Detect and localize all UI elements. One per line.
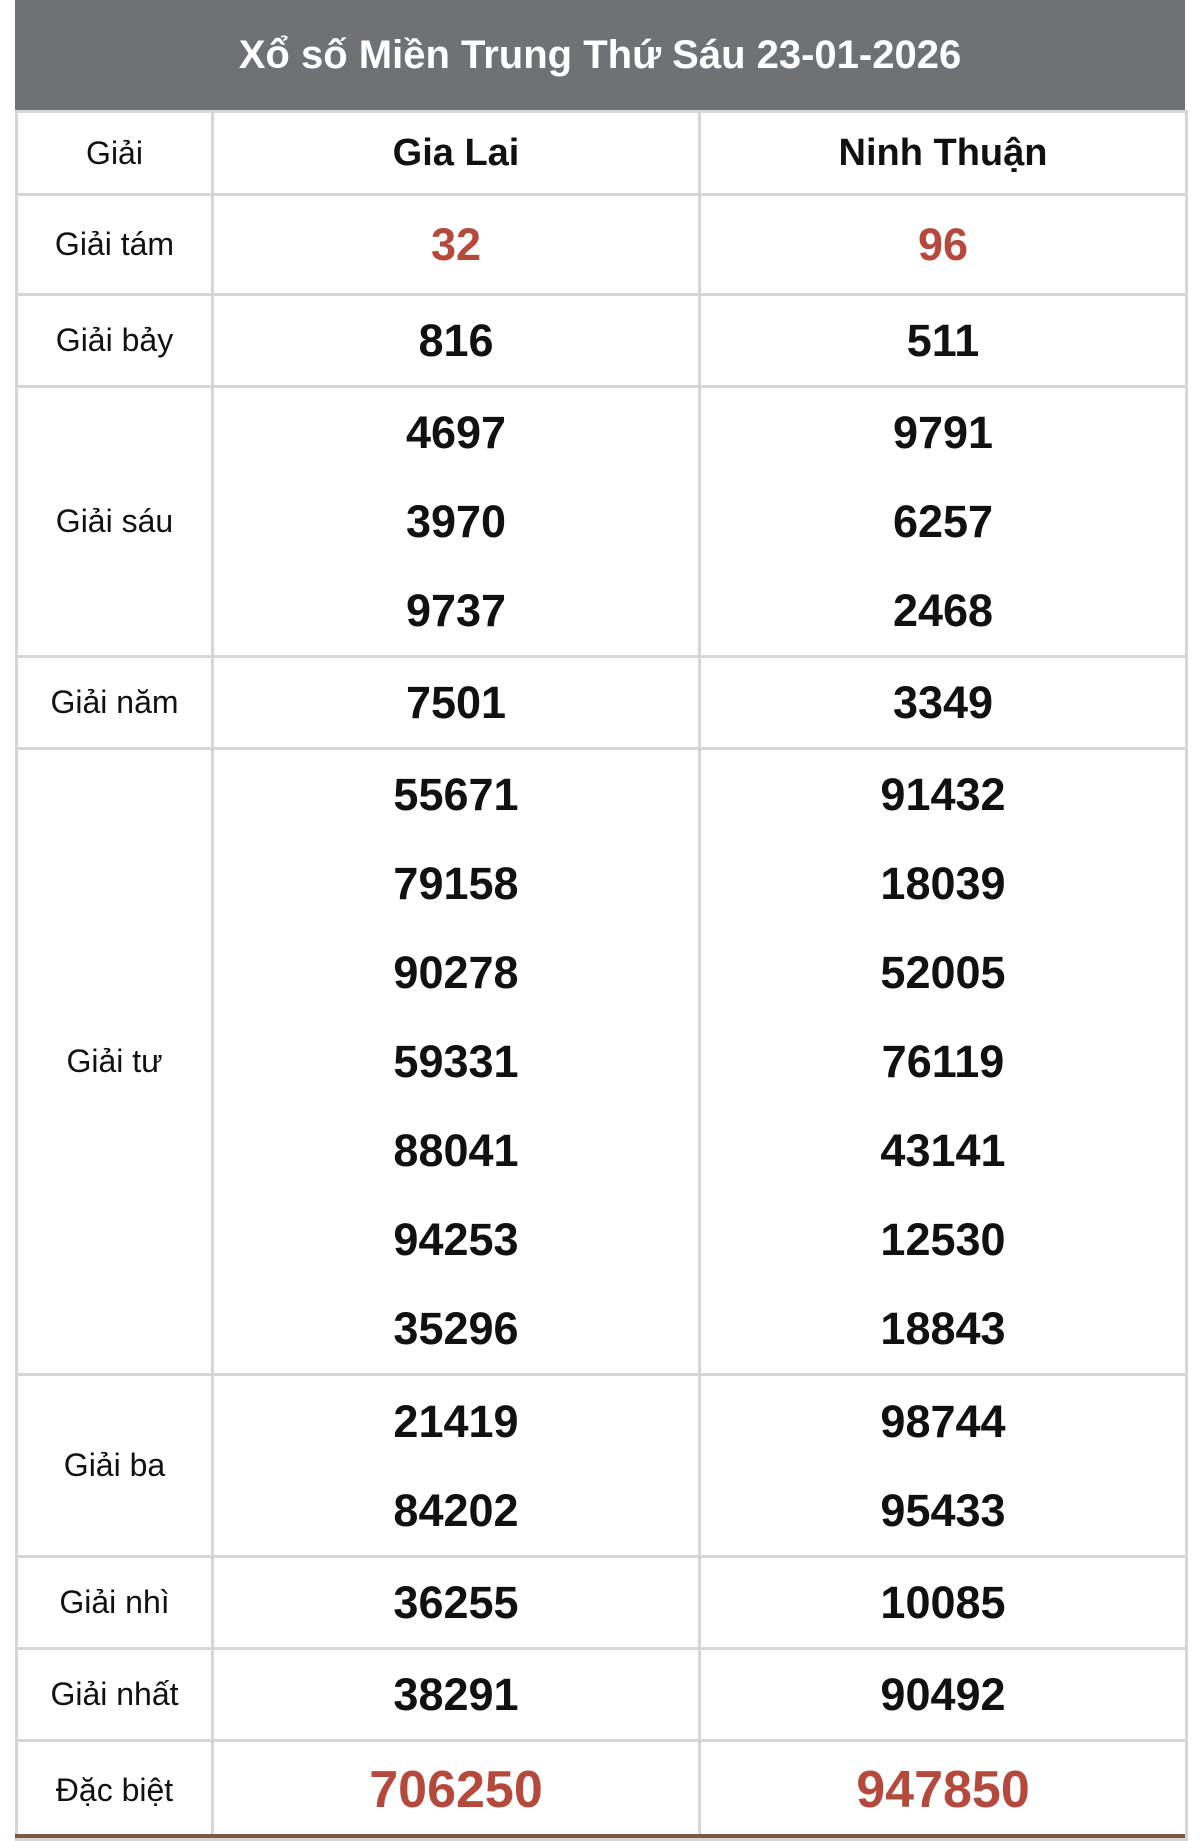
prize-label: Giải năm [15, 655, 214, 750]
prize-number: 947850 [856, 1760, 1030, 1819]
prize-row: Giải bảy 816 511 [15, 293, 1188, 388]
prize-number: 84202 [393, 1484, 519, 1536]
prize-number: 18039 [880, 858, 1006, 909]
results-table-container: Xổ số Miền Trung Thứ Sáu 23-01-2026 Giải… [15, 0, 1188, 1841]
prize-cell: 90492 [698, 1647, 1188, 1742]
prize-label: Giải tám [15, 193, 214, 296]
prize-cell: 706250 [211, 1739, 701, 1841]
prize-number: 35296 [393, 1303, 519, 1354]
prize-number: 511 [906, 315, 980, 366]
prize-number: 7501 [405, 677, 507, 728]
prize-number: 10085 [880, 1577, 1006, 1628]
header-row: Giải Gia Lai Ninh Thuận [15, 110, 1188, 196]
prize-number: 95433 [880, 1484, 1006, 1536]
prize-cell: 4697 3970 9737 [211, 385, 701, 658]
prize-number: 9737 [405, 585, 507, 636]
prize-number: 38291 [393, 1669, 519, 1720]
prize-cell: 96 [698, 193, 1188, 296]
prize-number: 76119 [881, 1036, 1005, 1087]
prize-label: Giải sáu [15, 385, 214, 658]
prize-row: Giải tám 32 96 [15, 193, 1188, 296]
prize-row: Giải ba 21419 84202 98744 95433 [15, 1373, 1188, 1558]
prize-cell: 9791 6257 2468 [698, 385, 1188, 658]
prize-cell: 7501 [211, 655, 701, 750]
prize-number: 6257 [892, 496, 994, 547]
prize-number: 79158 [393, 858, 519, 909]
prize-number: 91432 [880, 769, 1006, 820]
prize-cell: 38291 [211, 1647, 701, 1742]
prize-number: 32 [430, 219, 482, 270]
prize-row: Giải sáu 4697 3970 9737 9791 6257 2468 [15, 385, 1188, 658]
prize-number: 43141 [880, 1125, 1006, 1176]
prize-number: 12530 [880, 1214, 1006, 1265]
prize-cell: 21419 84202 [211, 1373, 701, 1558]
prize-column-header: Giải [15, 110, 214, 196]
prize-number: 36255 [393, 1577, 519, 1628]
prize-label: Giải nhì [15, 1555, 214, 1650]
prize-number: 94253 [393, 1214, 519, 1265]
prize-row: Giải nhất 38291 90492 [15, 1647, 1188, 1742]
prize-label: Giải tư [15, 747, 214, 1376]
prize-row: Giải tư 55671 79158 90278 59331 88041 94253 352… [15, 747, 1188, 1376]
prize-cell: 36255 [211, 1555, 701, 1650]
prize-number: 3349 [892, 677, 994, 728]
prize-number: 4697 [405, 407, 507, 458]
prize-cell: 511 [698, 293, 1188, 388]
prize-cell: 10085 [698, 1555, 1188, 1650]
prize-cell: 3349 [698, 655, 1188, 750]
lottery-results-table: Giải Gia Lai Ninh Thuận Giải tám 32 96 Giải… [15, 110, 1188, 1841]
prize-number: 55671 [393, 769, 519, 820]
bottom-border [15, 1834, 1185, 1838]
prize-row: Đặc biệt 706250 947850 [15, 1739, 1188, 1841]
prize-number: 98744 [880, 1395, 1006, 1447]
prize-cell: 816 [211, 293, 701, 388]
prize-row: Giải nhì 36255 10085 [15, 1555, 1188, 1650]
prize-number: 3970 [405, 496, 507, 547]
page-title: Xổ số Miền Trung Thứ Sáu 23-01-2026 [15, 0, 1185, 110]
prize-number: 59331 [393, 1036, 519, 1087]
prize-number: 9791 [892, 407, 994, 458]
prize-number: 816 [418, 315, 494, 366]
prize-cell: 98744 95433 [698, 1373, 1188, 1558]
prize-number: 88041 [393, 1125, 519, 1176]
prize-label: Giải ba [15, 1373, 214, 1558]
prize-cell: 55671 79158 90278 59331 88041 94253 35296 [211, 747, 701, 1376]
prize-number: 52005 [880, 947, 1006, 998]
province-header-ninh-thuan: Ninh Thuận [698, 110, 1188, 196]
prize-number: 706250 [369, 1760, 543, 1819]
prize-number: 21419 [393, 1395, 519, 1447]
province-header-gia-lai: Gia Lai [211, 110, 701, 196]
prize-number: 18843 [880, 1303, 1006, 1354]
prize-cell: 32 [211, 193, 701, 296]
prize-number: 90492 [880, 1669, 1006, 1720]
prize-row: Giải năm 7501 3349 [15, 655, 1188, 750]
prize-label: Giải nhất [15, 1647, 214, 1742]
prize-cell: 947850 [698, 1739, 1188, 1841]
prize-cell: 91432 18039 52005 76119 43141 12530 18843 [698, 747, 1188, 1376]
prize-label: Giải bảy [15, 293, 214, 388]
prize-number: 2468 [892, 585, 994, 636]
prize-number: 90278 [393, 947, 519, 998]
prize-label: Đặc biệt [15, 1739, 214, 1841]
prize-number: 96 [917, 219, 969, 270]
